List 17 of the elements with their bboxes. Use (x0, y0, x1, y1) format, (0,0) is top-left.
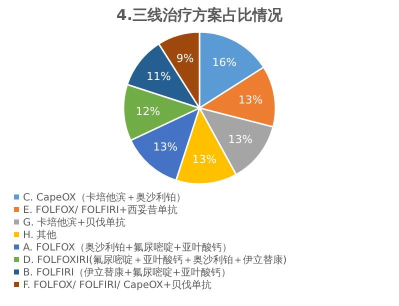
legend-label: B. FOLFIRI（伊立替康+氟尿嘧啶+亚叶酸钙） (23, 266, 231, 278)
legend-label: A. FOLFOX（奥沙利铂+氟尿嘧啶+亚叶酸钙） (23, 242, 232, 254)
legend-label: C. CapeOX（卡培他滨＋奥沙利铂） (23, 192, 186, 204)
data-label: 13% (238, 93, 263, 106)
legend-label: E. FOLFOX/ FOLFIRI+西妥昔单抗 (23, 204, 178, 216)
legend-label: G. 卡培他滨+贝伐单抗 (23, 216, 126, 228)
data-label: 13% (228, 133, 253, 146)
data-label: 11% (146, 70, 171, 83)
data-label: 13% (192, 152, 217, 166)
chart-title: 4.三线治疗方案占比情况 (116, 6, 284, 24)
data-label: 12% (136, 104, 160, 118)
legend-label: H. 其他 (23, 229, 57, 241)
legend-label: F. FOLFOX/ FOLFIRI/ CapeOX+贝伐单抗 (23, 279, 212, 291)
data-label: 9% (176, 52, 194, 65)
legend-label: D. FOLFOXIRI(氟尿嘧啶＋亚叶酸钙＋奥沙利铂＋伊立替康) (23, 254, 287, 266)
data-label: 16% (212, 56, 237, 70)
data-label: 13% (153, 140, 178, 154)
